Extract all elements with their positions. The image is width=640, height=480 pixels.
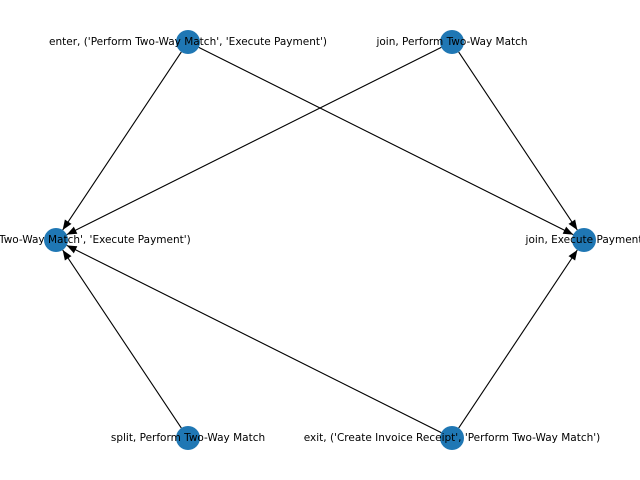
nodes-layer	[44, 30, 596, 450]
node-label-n4: join, Execute Payment	[525, 234, 640, 246]
node-label-n6: exit, ('Create Invoice Receipt', 'Perfor…	[304, 432, 600, 444]
graph-node-n5	[176, 426, 200, 450]
edge-n2-to-n3	[66, 46, 442, 236]
edge-n6-to-n3	[66, 244, 442, 434]
edge-n2-to-n4	[458, 51, 578, 231]
edge-n1-to-n3	[62, 51, 182, 231]
edge-n5-to-n3	[62, 249, 182, 429]
graph-node-n1	[176, 30, 200, 54]
edges-layer	[62, 46, 578, 434]
graph-node-n2	[440, 30, 464, 54]
graph-node-n3	[44, 228, 68, 252]
edge-n6-to-n4	[458, 249, 578, 429]
labels-layer: enter, ('Perform Two-Way Match', 'Execut…	[0, 36, 640, 444]
edge-n1-to-n4	[198, 46, 574, 236]
node-label-n3: exit, ('Perform Two-Way Match', 'Execute…	[0, 234, 191, 246]
node-label-n1: enter, ('Perform Two-Way Match', 'Execut…	[49, 36, 327, 48]
graph-node-n6	[440, 426, 464, 450]
graph-node-n4	[572, 228, 596, 252]
node-label-n5: split, Perform Two-Way Match	[111, 432, 265, 444]
node-label-n2: join, Perform Two-Way Match	[375, 36, 527, 48]
